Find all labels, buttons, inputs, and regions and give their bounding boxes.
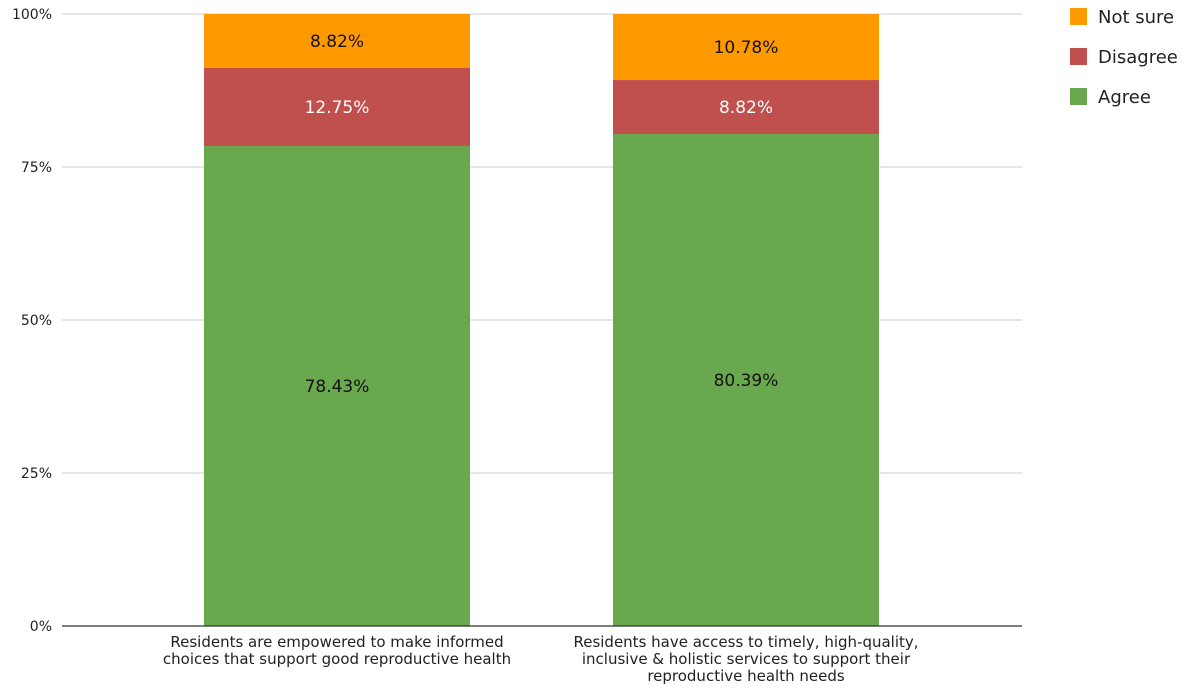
x-axis: Residents are empowered to make informed…	[62, 625, 1022, 685]
y-tick-label: 100%	[12, 7, 52, 23]
data-label: 8.82%	[719, 98, 773, 118]
category-label: reproductive health needs	[647, 667, 845, 685]
data-label: 78.43%	[305, 377, 370, 397]
y-tick-label: 0%	[30, 619, 52, 635]
legend-swatch	[1070, 88, 1087, 105]
legend-label: Agree	[1098, 87, 1151, 108]
bar-segment	[613, 80, 879, 135]
bar-segment	[613, 134, 879, 627]
y-tick-label: 75%	[21, 160, 52, 176]
data-label: 8.82%	[310, 32, 364, 52]
bar-segment	[204, 67, 470, 147]
bar-segment	[613, 14, 879, 81]
y-tick-label: 25%	[21, 466, 52, 482]
bar-segment	[204, 14, 470, 68]
legend-swatch	[1070, 8, 1087, 25]
data-label: 12.75%	[305, 98, 370, 118]
data-labels: 78.43% 12.75% 8.82% 80.39% 8.82% 10.78%	[305, 32, 779, 397]
bar-segment	[204, 146, 470, 626]
data-label: 10.78%	[714, 38, 779, 58]
legend-swatch	[1070, 48, 1087, 65]
y-axis: 0% 25% 50% 75% 100%	[12, 7, 52, 635]
data-label: 80.39%	[714, 371, 779, 391]
legend: Not sure Disagree Agree	[1070, 7, 1178, 108]
legend-label: Disagree	[1098, 47, 1178, 68]
bars	[204, 14, 879, 627]
category-label: inclusive & holistic services to support…	[582, 650, 911, 668]
category-label: choices that support good reproductive h…	[163, 650, 511, 668]
legend-label: Not sure	[1098, 7, 1174, 28]
category-label: Residents have access to timely, high-qu…	[573, 633, 918, 651]
y-tick-label: 50%	[21, 313, 52, 329]
category-label: Residents are empowered to make informed	[170, 633, 503, 651]
